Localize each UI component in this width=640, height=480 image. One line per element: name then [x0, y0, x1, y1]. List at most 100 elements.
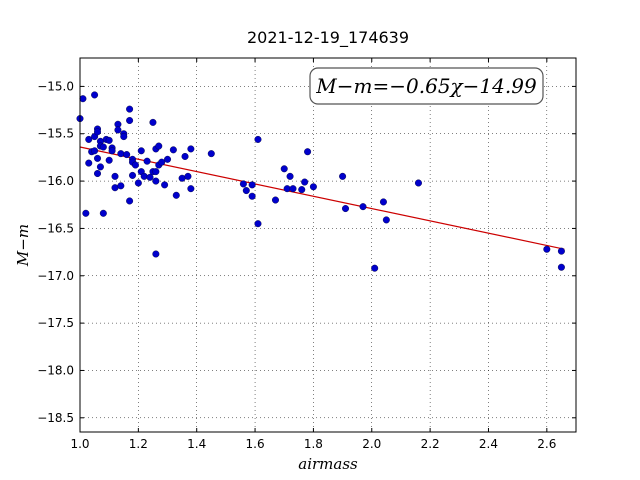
fit-equation-text: M−m=−0.65χ−14.99	[315, 74, 537, 98]
data-point	[286, 172, 294, 180]
data-point	[289, 185, 297, 193]
data-point	[149, 118, 157, 126]
y-tick-label: −16.0	[37, 174, 74, 188]
data-point	[371, 264, 379, 272]
data-point	[158, 158, 166, 166]
data-points	[76, 91, 565, 272]
data-point	[254, 135, 262, 143]
y-tick-label: −15.0	[37, 79, 74, 93]
data-point	[339, 172, 347, 180]
data-point	[143, 157, 151, 165]
data-point	[155, 142, 163, 150]
data-point	[169, 146, 177, 154]
data-point	[91, 91, 99, 99]
x-tick-label: 2.2	[421, 437, 440, 451]
data-point	[271, 196, 279, 204]
data-point	[99, 143, 107, 151]
y-axis-label: M−m	[14, 224, 32, 267]
y-tick-label: −18.0	[37, 363, 74, 377]
data-point	[82, 209, 90, 217]
y-tick-label: −18.5	[37, 411, 74, 425]
y-tick-label: −17.5	[37, 316, 74, 330]
axis-ticks: 1.0 1.2 1.4 1.6 1.8 2.0 2.2 2.4 2.6 −15.0 −15.5 −16…	[37, 58, 576, 451]
data-point	[137, 147, 145, 155]
x-tick-label: 1.2	[129, 437, 148, 451]
data-point	[172, 191, 180, 199]
data-point	[164, 155, 172, 163]
data-point	[557, 247, 565, 255]
data-point	[117, 182, 125, 190]
data-point	[379, 198, 387, 206]
data-point	[146, 173, 154, 181]
data-point	[85, 159, 93, 167]
data-point	[105, 136, 113, 144]
data-point	[126, 197, 134, 205]
data-point	[111, 172, 119, 180]
y-tick-label: −16.5	[37, 221, 74, 235]
data-point	[99, 209, 107, 217]
data-point	[140, 172, 148, 180]
x-tick-label: 2.6	[537, 437, 556, 451]
chart-title: 2021-12-19_174639	[247, 28, 409, 48]
y-tick-label: −15.5	[37, 127, 74, 141]
data-point	[248, 181, 256, 189]
x-tick-label: 1.6	[246, 437, 265, 451]
data-point	[239, 180, 247, 188]
data-point	[242, 187, 250, 195]
data-point	[152, 177, 160, 185]
x-tick-label: 1.8	[304, 437, 323, 451]
x-tick-label: 1.0	[70, 437, 89, 451]
data-point	[79, 95, 87, 103]
data-point	[126, 116, 134, 124]
data-point	[152, 168, 160, 176]
data-point	[114, 126, 122, 134]
data-point	[94, 128, 102, 136]
data-point	[94, 170, 102, 178]
data-point	[181, 152, 189, 160]
data-point	[120, 133, 128, 141]
data-point	[309, 183, 317, 191]
data-point	[152, 250, 160, 258]
data-point	[123, 151, 131, 159]
data-point	[184, 172, 192, 180]
data-point	[298, 186, 306, 194]
data-point	[126, 105, 134, 113]
data-point	[280, 165, 288, 173]
data-point	[301, 178, 309, 186]
data-point	[207, 150, 215, 158]
data-point	[359, 203, 367, 211]
data-point	[117, 150, 125, 158]
plot-frame	[79, 57, 577, 433]
data-point	[342, 205, 350, 213]
data-point	[283, 185, 291, 193]
data-point	[248, 192, 256, 200]
data-point	[85, 135, 93, 143]
data-point	[96, 163, 104, 171]
data-point	[108, 147, 116, 155]
data-point	[543, 245, 551, 253]
data-point	[557, 263, 565, 271]
x-tick-label: 2.0	[362, 437, 381, 451]
data-point	[91, 147, 99, 155]
data-point	[187, 145, 195, 153]
data-point	[111, 184, 119, 192]
data-point	[178, 174, 186, 182]
data-point	[254, 220, 262, 228]
data-point	[161, 181, 169, 189]
data-point	[187, 185, 195, 193]
data-point	[382, 216, 390, 224]
x-axis-label: airmass	[298, 455, 358, 473]
data-point	[131, 161, 139, 169]
x-tick-label: 2.4	[479, 437, 498, 451]
y-tick-label: −17.0	[37, 269, 74, 283]
fit-equation-box: M−m=−0.65χ−14.99	[309, 67, 544, 105]
x-tick-label: 1.4	[187, 437, 206, 451]
data-point	[304, 148, 312, 156]
data-point	[134, 179, 142, 187]
fit-equation-box-frame	[309, 67, 544, 105]
data-point	[414, 179, 422, 187]
data-point	[94, 154, 102, 162]
data-point	[129, 171, 137, 179]
data-point	[105, 156, 113, 164]
